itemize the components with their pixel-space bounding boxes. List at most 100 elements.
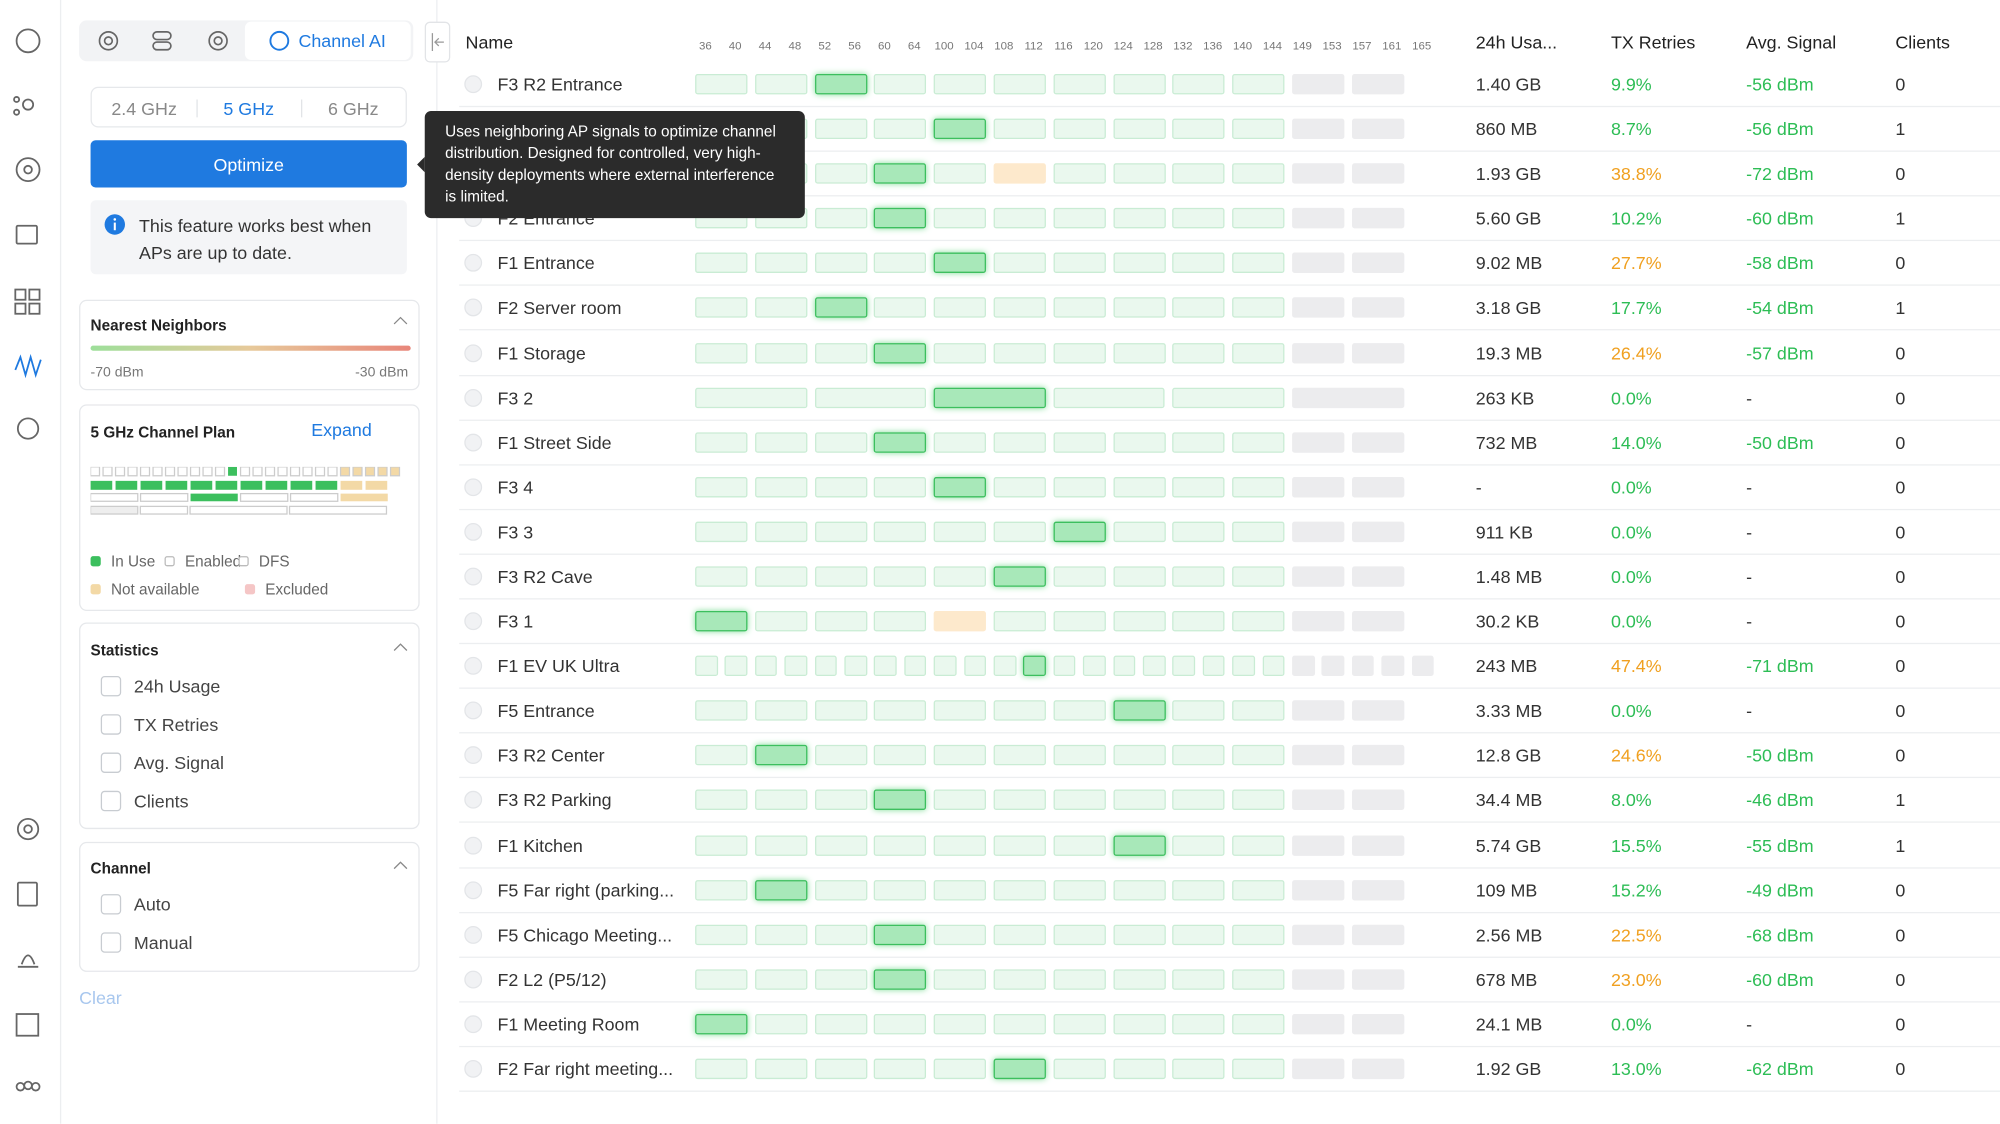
table-row[interactable]	[459, 734, 2000, 779]
table-row[interactable]	[459, 913, 2000, 958]
channel-block	[933, 297, 987, 319]
channel-block	[814, 834, 867, 856]
band-option[interactable]: 6 GHz	[328, 98, 379, 119]
tab-icons[interactable]	[79, 20, 245, 61]
ap-name: F2 L2 (P5/12)	[497, 969, 607, 990]
ap-name: F2 Server room	[497, 297, 622, 319]
clear-link[interactable]: Clear	[79, 987, 122, 1008]
optimize-button[interactable]: Optimize	[90, 140, 407, 188]
channel-block	[874, 73, 927, 95]
table-row[interactable]	[459, 555, 2000, 600]
channel-block	[1351, 566, 1405, 587]
plan-cell	[302, 466, 313, 477]
channel-block	[754, 342, 808, 363]
column-header[interactable]: Name	[465, 31, 514, 53]
band-option[interactable]: 5 GHz	[223, 98, 275, 119]
band-option[interactable]: 2.4 GHz	[111, 98, 177, 119]
channel-block	[1053, 790, 1106, 811]
range-min: -70 dBm	[90, 364, 144, 381]
checkbox[interactable]	[100, 790, 122, 812]
table-row[interactable]	[459, 644, 2000, 689]
table-row[interactable]	[459, 1047, 2000, 1092]
tab[interactable]: Channel AI	[244, 21, 411, 60]
channel-block	[1351, 342, 1405, 363]
table-row[interactable]	[459, 823, 2000, 868]
channel-block	[695, 73, 748, 95]
collapse-icon[interactable]	[393, 861, 408, 871]
ap-icon	[464, 970, 483, 989]
ap-name: F5 Entrance	[497, 700, 595, 721]
column-header[interactable]: Clients	[1895, 31, 1950, 53]
table-row[interactable]	[459, 107, 2000, 152]
table-row[interactable]	[459, 600, 2000, 645]
channel-block	[933, 969, 987, 990]
channel-block-in-use	[1112, 834, 1166, 856]
checkbox[interactable]	[100, 894, 122, 915]
channel-block	[1381, 655, 1404, 677]
table-row[interactable]	[459, 197, 2000, 242]
channel-block	[933, 745, 987, 766]
table-row[interactable]	[459, 689, 2000, 734]
channel-block	[1292, 566, 1345, 587]
ap-name: F1 Meeting Room	[497, 1013, 640, 1035]
channel-block-in-use	[695, 611, 748, 632]
channel-block	[993, 1013, 1046, 1035]
channel-block	[754, 834, 808, 856]
channel-block	[695, 476, 748, 498]
info-icon	[104, 214, 125, 235]
avg-signal: -	[1746, 521, 1753, 542]
table-row[interactable]	[459, 1002, 2000, 1048]
table-row[interactable]	[459, 331, 2000, 376]
table-row[interactable]	[459, 242, 2000, 287]
avg-signal: -57 dBm	[1746, 342, 1814, 363]
channel-block	[1351, 834, 1405, 856]
column-header[interactable]: Avg. Signal	[1746, 31, 1837, 53]
channel-header: 153	[1322, 39, 1342, 53]
plan-cell	[215, 480, 238, 490]
channel-block	[1112, 163, 1166, 184]
column-header[interactable]: 24h Usa...	[1475, 31, 1558, 53]
checkbox[interactable]	[100, 932, 122, 953]
channel-block	[1112, 969, 1166, 990]
channel-block	[1321, 655, 1345, 677]
channel-block	[933, 924, 987, 945]
channel-block	[1232, 1058, 1285, 1080]
table-row[interactable]	[459, 62, 2000, 108]
legend-label: In Use	[110, 552, 156, 571]
table-row[interactable]	[459, 465, 2000, 510]
table-row[interactable]	[459, 152, 2000, 197]
channel-block	[1053, 118, 1106, 140]
table-row[interactable]	[459, 779, 2000, 824]
clients: 0	[1895, 566, 1906, 587]
nav-rail	[0, 0, 62, 1124]
plan-cell	[90, 492, 139, 502]
table-row[interactable]	[459, 421, 2000, 466]
collapse-button[interactable]	[424, 21, 451, 63]
expand-link[interactable]: Expand	[311, 419, 372, 441]
channel-block	[1112, 476, 1166, 498]
checkbox[interactable]	[100, 714, 122, 735]
checkbox[interactable]	[100, 676, 122, 697]
column-header[interactable]: TX Retries	[1610, 31, 1696, 53]
channel-block	[1172, 208, 1225, 229]
channel-block	[1053, 432, 1106, 453]
table-row[interactable]	[459, 376, 2000, 421]
channel-block	[814, 745, 867, 766]
table-row[interactable]	[459, 868, 2000, 913]
divider	[196, 99, 198, 118]
channel-block	[933, 432, 987, 453]
collapse-icon[interactable]	[393, 643, 408, 653]
channel-block-in-use	[874, 342, 927, 363]
table-row[interactable]	[459, 958, 2000, 1003]
channel-block	[1292, 297, 1345, 319]
table-row[interactable]	[459, 510, 2000, 555]
table-row[interactable]	[459, 286, 2000, 331]
channel-block	[1292, 118, 1345, 140]
plan-cell	[165, 480, 188, 490]
channel-block	[814, 432, 867, 453]
channel-block	[1172, 118, 1225, 140]
checkbox[interactable]	[100, 752, 122, 773]
collapse-icon[interactable]	[393, 316, 408, 326]
channel-block	[814, 700, 867, 721]
